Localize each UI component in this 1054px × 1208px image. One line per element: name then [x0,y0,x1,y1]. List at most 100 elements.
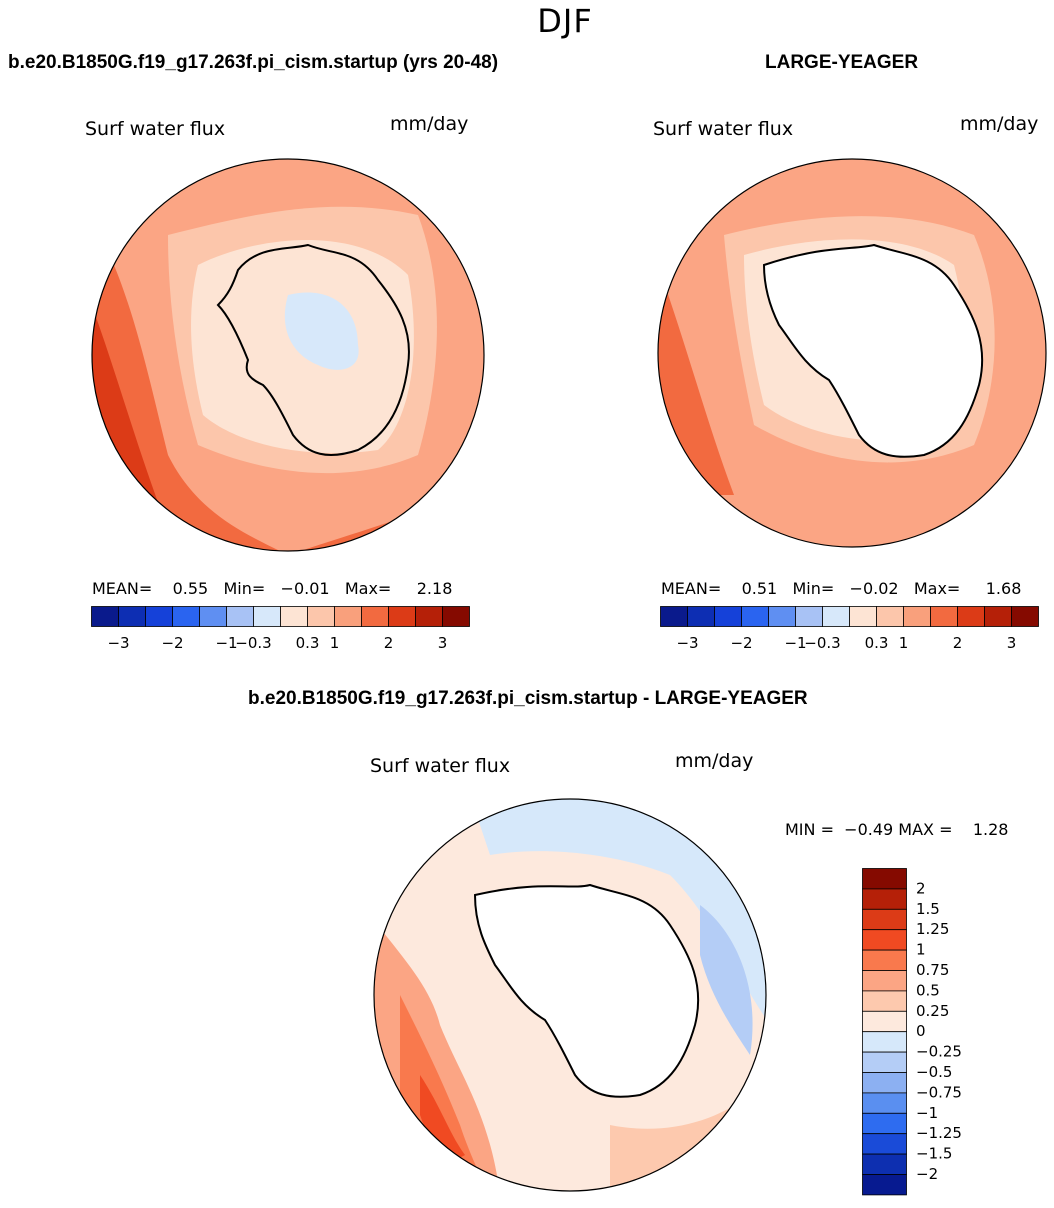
panel1-colorbar: −3 −2 −1−0.3 0.3 1 2 3 [91,606,470,652]
colorbar-swatch [199,606,227,627]
colorbar-swatch [714,606,742,627]
colorbar-tick-label: 0.3 [296,634,320,652]
min-value: −0.02 [849,579,899,598]
diff-colorbar-tick-label: −0.5 [916,1063,952,1081]
colorbar-tick-label: −1 [215,634,237,652]
colorbar-swatch [172,606,200,627]
diff-colorbar-swatch [862,908,907,931]
max-label: Max= [913,579,961,598]
diff-colorbar-tick-label: 2 [916,879,926,897]
diff-colorbar-swatch [862,1010,907,1033]
diff-colorbar-swatch [862,1031,907,1053]
colorbar-swatch [687,606,715,627]
colorbar-swatch [930,606,958,627]
diff-colorbar-tick-label: 1.25 [916,920,949,938]
panel1-map [91,158,485,552]
difference-map [373,798,767,1192]
colorbar-tick-label: −3 [676,634,698,652]
diff-colorbar-tick-label: 0.75 [916,961,949,979]
colorbar-swatch [876,606,904,627]
min-label: MIN = [785,820,834,839]
min-label: Min= [223,579,266,598]
colorbar-tick-label: 3 [438,634,448,652]
colorbar-swatch [849,606,877,627]
min-value: −0.49 [844,820,894,839]
max-value: 2.18 [416,579,453,598]
diff-colorbar-tick-label: 1.5 [916,900,940,918]
colorbar-swatch [91,606,119,627]
diff-colorbar-swatch [862,1051,907,1073]
difference-field-label: Surf water flux [370,755,511,777]
colorbar-tick-label: 2 [384,634,394,652]
colorbar-swatch [984,606,1012,627]
colorbar-swatch [822,606,850,627]
diff-colorbar-tick-label: −1.25 [916,1124,962,1142]
diff-colorbar-tick-label: −0.25 [916,1043,962,1061]
colorbar-tick-label: 1 [899,634,909,652]
colorbar-tick-label: 3 [1007,634,1017,652]
panel2-stats: MEAN= 0.51 Min= −0.02 Max= 1.68 [661,579,1021,598]
colorbar-tick-label: −0.3 [235,634,271,652]
panel2-units-label: mm/day [960,113,1039,135]
colorbar-swatch [795,606,823,627]
colorbar-tick-label: 1 [330,634,340,652]
colorbar-tick-label: −0.3 [804,634,840,652]
panel2-field-label: Surf water flux [653,118,794,140]
diff-colorbar-tick-label: 1 [916,941,926,959]
diff-colorbar-swatch [862,1174,907,1196]
diff-colorbar-tick-label: −1.5 [916,1145,952,1163]
colorbar-swatch [253,606,281,627]
diff-colorbar-swatch [862,929,907,951]
diff-colorbar-swatch [862,1112,907,1135]
diff-colorbar-swatch [862,1133,907,1155]
diff-colorbar-tick-label: 0.25 [916,1002,949,1020]
difference-colorbar: 2 1.5 1.25 1 0.75 0.5 0.25 0 −0.25 −0.5 −0.75 −1 −1.… [862,868,962,1196]
diff-colorbar-swatch [862,970,907,992]
colorbar-swatch [226,606,254,627]
colorbar-swatch [442,606,470,627]
max-label: Max= [344,579,392,598]
diff-colorbar-swatch [862,949,907,971]
difference-minmax: MIN = −0.49 MAX = 1.28 [785,820,1008,839]
colorbar-tick-label: −2 [730,634,752,652]
colorbar-swatch [957,606,985,627]
colorbar-swatch [903,606,931,627]
panel2-map [657,158,1047,548]
difference-title: b.e20.B1850G.f19_g17.263f.pi_cism.startu… [248,688,808,709]
min-label: Min= [792,579,835,598]
min-value: −0.01 [280,579,330,598]
mean-value: 0.51 [741,579,778,598]
diff-colorbar-tick-label: 0.5 [916,981,940,999]
panel1-field-label: Surf water flux [85,118,226,140]
colorbar-swatch [741,606,769,627]
diff-colorbar-swatch [862,888,907,910]
panel2-colorbar: −3 −2 −1−0.3 0.3 1 2 3 [660,606,1039,652]
diff-colorbar-tick-label: 0 [916,1022,926,1040]
colorbar-swatch [660,606,688,627]
mean-value: 0.55 [172,579,209,598]
colorbar-swatch [768,606,796,627]
diff-colorbar-swatch [862,1092,907,1114]
diff-colorbar-tick-label: −0.75 [916,1083,962,1101]
max-value: 1.28 [972,820,1009,839]
panel2-case-title: LARGE-YEAGER [765,52,919,73]
season-title: DJF [537,2,593,40]
difference-units-label: mm/day [675,750,754,772]
diff-colorbar-tick-label: −1 [916,1104,938,1122]
diff-colorbar-swatch [862,1153,907,1175]
colorbar-tick-label: 0.3 [865,634,889,652]
colorbar-tick-label: −2 [161,634,183,652]
max-value: 1.68 [985,579,1022,598]
diff-colorbar-tick-label: −2 [916,1165,938,1183]
colorbar-swatch [361,606,389,627]
panel1-units-label: mm/day [390,113,469,135]
panel1-case-title: b.e20.B1850G.f19_g17.263f.pi_cism.startu… [8,52,499,73]
mean-label: MEAN= [92,579,153,598]
colorbar-swatch [118,606,146,627]
colorbar-swatch [388,606,416,627]
colorbar-swatch [307,606,335,627]
colorbar-tick-label: −1 [784,634,806,652]
max-label: MAX = [898,820,953,839]
panel1-stats: MEAN= 0.55 Min= −0.01 Max= 2.18 [92,579,452,598]
colorbar-swatch [415,606,443,627]
